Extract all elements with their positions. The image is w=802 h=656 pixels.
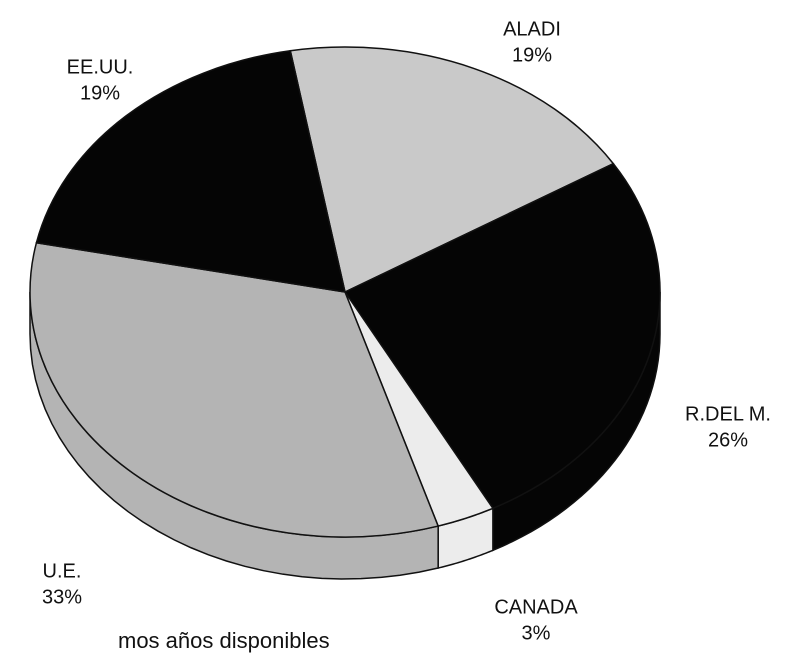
value-label: 19%: [80, 82, 120, 104]
value-label: 19%: [512, 44, 552, 66]
value-label: 33%: [42, 586, 82, 608]
slice-label: EE.UU.: [67, 56, 134, 78]
pie-slice: [343, 162, 661, 510]
slice-label: U.E.: [43, 560, 82, 582]
slice-label: CANADA: [494, 596, 578, 618]
pie-slice: [29, 241, 440, 538]
caption: mos años disponibles: [118, 628, 330, 653]
pie-slice: [289, 46, 615, 294]
slice-label: R.DEL M.: [685, 403, 771, 425]
pie-slice: [35, 49, 346, 293]
value-label: 26%: [708, 429, 748, 451]
slice-label: ALADI: [503, 18, 561, 40]
value-label: 3%: [522, 622, 551, 644]
